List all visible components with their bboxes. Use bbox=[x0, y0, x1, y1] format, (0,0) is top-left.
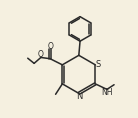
Text: O: O bbox=[47, 42, 53, 51]
Text: NH: NH bbox=[101, 88, 113, 97]
Text: O: O bbox=[38, 50, 44, 59]
Text: N: N bbox=[76, 92, 83, 101]
Text: S: S bbox=[96, 60, 101, 69]
